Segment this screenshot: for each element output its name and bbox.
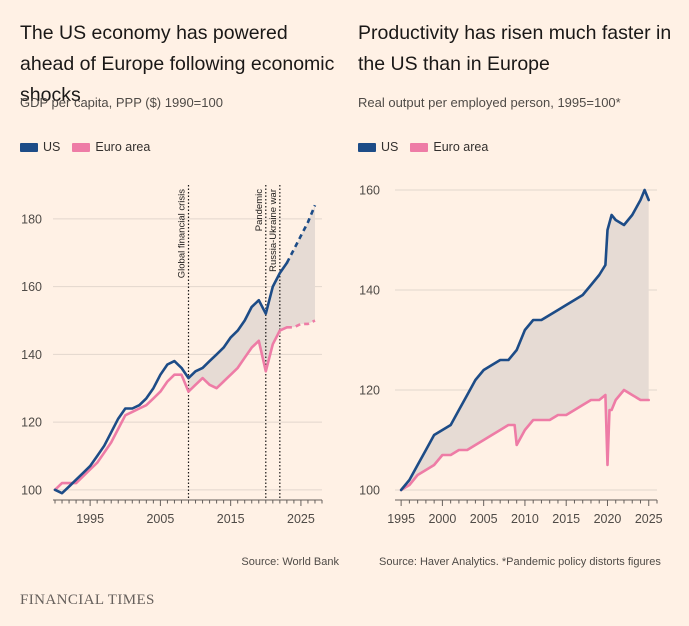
productivity-line-chart: 100 120 140 160 1995 2000 2005 2010 2015 2020 2025 (359, 184, 663, 527)
legend-label-us: US (381, 140, 399, 154)
chart-source: Source: Haver Analytics. *Pandemic polic… (379, 556, 661, 568)
x-tick-label: 2005 (470, 512, 498, 526)
y-tick-label: 100 (21, 483, 42, 497)
chart-legend: US Euro area (20, 140, 162, 154)
euro-area-line-projection (286, 319, 316, 329)
legend-swatch-euro (72, 142, 91, 152)
y-tick-label: 140 (21, 348, 42, 362)
chart-title: The US economy has powered ahead of Euro… (20, 22, 335, 106)
legend-label-euro: Euro area (95, 140, 151, 154)
chart-source: Source: World Bank (241, 556, 339, 568)
legend-swatch-us (20, 142, 38, 152)
x-tick-label: 2015 (552, 512, 580, 526)
legend-label-euro: Euro area (433, 140, 489, 154)
x-tick-label: 2010 (511, 512, 539, 526)
euro-area-line (399, 388, 650, 492)
y-tick-label: 160 (21, 280, 42, 294)
x-tick-label: 1995 (76, 512, 104, 526)
gap-shaded-area (401, 190, 649, 490)
annotation-label: Global financial crisis (177, 189, 188, 278)
chart-subtitle: GDP per capita, PPP ($) 1990=100 (20, 95, 223, 110)
y-tick-label: 180 (21, 212, 42, 226)
chart-subtitle: Real output per employed person, 1995=10… (358, 95, 621, 110)
legend-swatch-us (358, 142, 376, 152)
y-tick-label: 120 (21, 416, 42, 430)
euro-area-line (53, 326, 289, 492)
ft-logo: FINANCIAL TIMES (20, 592, 155, 608)
gdp-line-chart: 100 120 140 160 180 1995 2005 2015 2025 Global fi… (21, 185, 323, 526)
legend-item-us: US (358, 140, 398, 154)
y-tick-label: 160 (359, 184, 380, 198)
x-tick-label: 2025 (635, 512, 663, 526)
us-line (53, 261, 289, 495)
legend-item-euro: Euro area (72, 140, 150, 154)
gdp-chart-panel: The US economy has powered ahead of Euro… (0, 0, 345, 580)
x-tick-label: 2000 (428, 512, 456, 526)
chart-legend: US Euro area (358, 140, 500, 154)
legend-label-us: US (43, 140, 61, 154)
chart-title: Productivity has risen much faster in th… (358, 22, 672, 75)
us-line (399, 188, 650, 492)
x-tick-label: 2005 (146, 512, 174, 526)
y-tick-label: 140 (359, 284, 380, 298)
gap-shaded-area (188, 205, 315, 392)
legend-swatch-euro (410, 142, 429, 152)
x-tick-label: 1995 (387, 512, 415, 526)
x-tick-label: 2015 (217, 512, 245, 526)
us-line-projection (285, 204, 317, 264)
annotation-label: Pandemic (254, 189, 265, 231)
legend-item-us: US (20, 140, 60, 154)
x-tick-label: 2020 (594, 512, 622, 526)
x-tick-label: 2025 (287, 512, 315, 526)
legend-item-euro: Euro area (410, 140, 488, 154)
y-tick-label: 100 (359, 484, 380, 498)
y-tick-label: 120 (359, 384, 380, 398)
annotation-label: Russia-Ukraine war (268, 189, 279, 272)
productivity-chart-panel: Productivity has risen much faster in th… (345, 0, 689, 580)
